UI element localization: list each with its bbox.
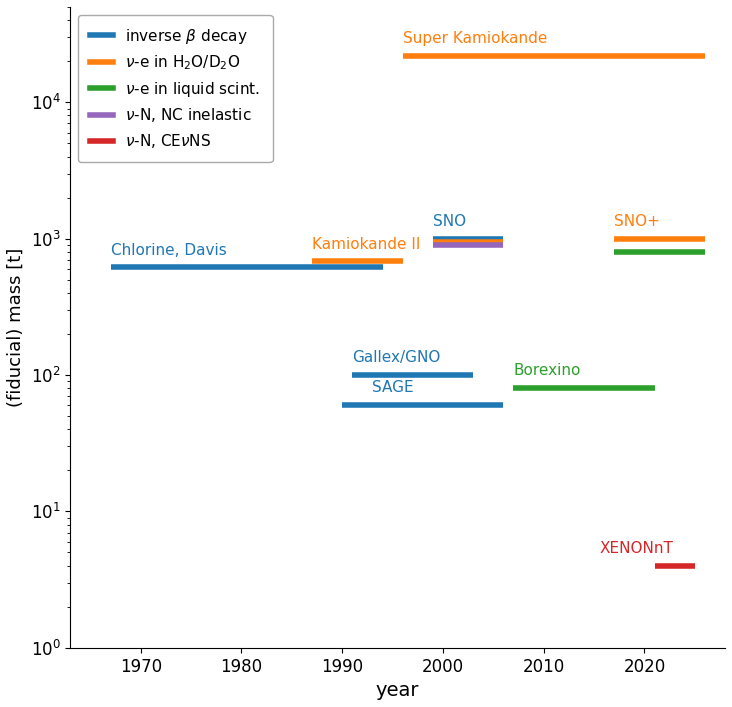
- Legend: inverse $\beta$ decay, $\nu$-e in H$_2$O/D$_2$O, $\nu$-e in liquid scint., $\nu$: inverse $\beta$ decay, $\nu$-e in H$_2$O…: [78, 15, 272, 163]
- Text: SNO+: SNO+: [614, 214, 660, 229]
- Text: Super Kamiokande: Super Kamiokande: [403, 31, 547, 46]
- X-axis label: year: year: [376, 681, 419, 700]
- Text: Chlorine, Davis: Chlorine, Davis: [111, 243, 226, 257]
- Text: SNO: SNO: [433, 214, 466, 229]
- Text: SAGE: SAGE: [373, 380, 414, 395]
- Text: Kamiokande II: Kamiokande II: [312, 237, 420, 252]
- Y-axis label: (fiducial) mass [t]: (fiducial) mass [t]: [7, 247, 25, 407]
- Text: Borexino: Borexino: [514, 363, 581, 378]
- Text: XENONnT: XENONnT: [599, 541, 673, 556]
- Text: Gallex/GNO: Gallex/GNO: [352, 350, 441, 366]
